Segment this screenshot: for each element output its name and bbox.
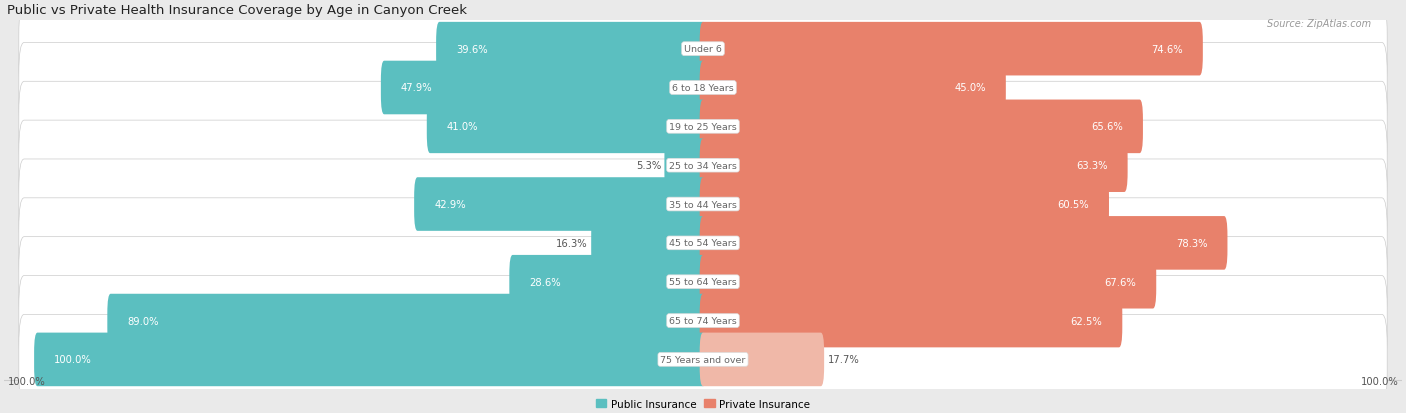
Text: 67.6%: 67.6% — [1105, 277, 1136, 287]
Legend: Public Insurance, Private Insurance: Public Insurance, Private Insurance — [592, 394, 814, 413]
FancyBboxPatch shape — [700, 216, 1227, 270]
FancyBboxPatch shape — [18, 82, 1388, 172]
Text: 28.6%: 28.6% — [529, 277, 561, 287]
FancyBboxPatch shape — [18, 121, 1388, 211]
FancyBboxPatch shape — [700, 333, 824, 386]
FancyBboxPatch shape — [700, 23, 1202, 76]
FancyBboxPatch shape — [18, 198, 1388, 288]
FancyBboxPatch shape — [107, 294, 706, 347]
FancyBboxPatch shape — [34, 333, 706, 386]
FancyBboxPatch shape — [381, 62, 706, 115]
Text: 5.3%: 5.3% — [636, 161, 661, 171]
Text: Under 6: Under 6 — [685, 45, 721, 54]
FancyBboxPatch shape — [665, 139, 706, 192]
Text: 62.5%: 62.5% — [1070, 316, 1102, 326]
FancyBboxPatch shape — [18, 276, 1388, 366]
FancyBboxPatch shape — [18, 237, 1388, 327]
FancyBboxPatch shape — [700, 139, 1128, 192]
Text: Public vs Private Health Insurance Coverage by Age in Canyon Creek: Public vs Private Health Insurance Cover… — [7, 4, 467, 17]
Text: 65.6%: 65.6% — [1091, 122, 1123, 132]
Text: 89.0%: 89.0% — [128, 316, 159, 326]
Text: 6 to 18 Years: 6 to 18 Years — [672, 84, 734, 93]
FancyBboxPatch shape — [700, 178, 1109, 231]
FancyBboxPatch shape — [700, 255, 1156, 309]
Text: 100.0%: 100.0% — [53, 354, 91, 365]
FancyBboxPatch shape — [509, 255, 706, 309]
Text: 60.5%: 60.5% — [1057, 199, 1090, 209]
Text: 100.0%: 100.0% — [1361, 376, 1399, 386]
FancyBboxPatch shape — [18, 315, 1388, 404]
FancyBboxPatch shape — [700, 294, 1122, 347]
Text: 35 to 44 Years: 35 to 44 Years — [669, 200, 737, 209]
Text: 17.7%: 17.7% — [828, 354, 859, 365]
Text: 78.3%: 78.3% — [1175, 238, 1208, 248]
Text: 65 to 74 Years: 65 to 74 Years — [669, 316, 737, 325]
Text: 100.0%: 100.0% — [7, 376, 45, 386]
Text: 19 to 25 Years: 19 to 25 Years — [669, 123, 737, 131]
FancyBboxPatch shape — [18, 5, 1388, 95]
Text: 39.6%: 39.6% — [456, 45, 488, 55]
FancyBboxPatch shape — [700, 100, 1143, 154]
FancyBboxPatch shape — [436, 23, 706, 76]
FancyBboxPatch shape — [415, 178, 706, 231]
Text: 74.6%: 74.6% — [1152, 45, 1182, 55]
FancyBboxPatch shape — [700, 62, 1005, 115]
FancyBboxPatch shape — [591, 216, 706, 270]
FancyBboxPatch shape — [427, 100, 706, 154]
FancyBboxPatch shape — [18, 43, 1388, 133]
Text: 63.3%: 63.3% — [1076, 161, 1108, 171]
Text: 47.9%: 47.9% — [401, 83, 433, 93]
Text: Source: ZipAtlas.com: Source: ZipAtlas.com — [1267, 19, 1371, 28]
Text: 42.9%: 42.9% — [434, 199, 465, 209]
Text: 16.3%: 16.3% — [557, 238, 588, 248]
Text: 75 Years and over: 75 Years and over — [661, 355, 745, 364]
Text: 55 to 64 Years: 55 to 64 Years — [669, 278, 737, 287]
Text: 45.0%: 45.0% — [955, 83, 986, 93]
Text: 41.0%: 41.0% — [447, 122, 478, 132]
Text: 25 to 34 Years: 25 to 34 Years — [669, 161, 737, 170]
FancyBboxPatch shape — [18, 159, 1388, 249]
Text: 45 to 54 Years: 45 to 54 Years — [669, 239, 737, 248]
